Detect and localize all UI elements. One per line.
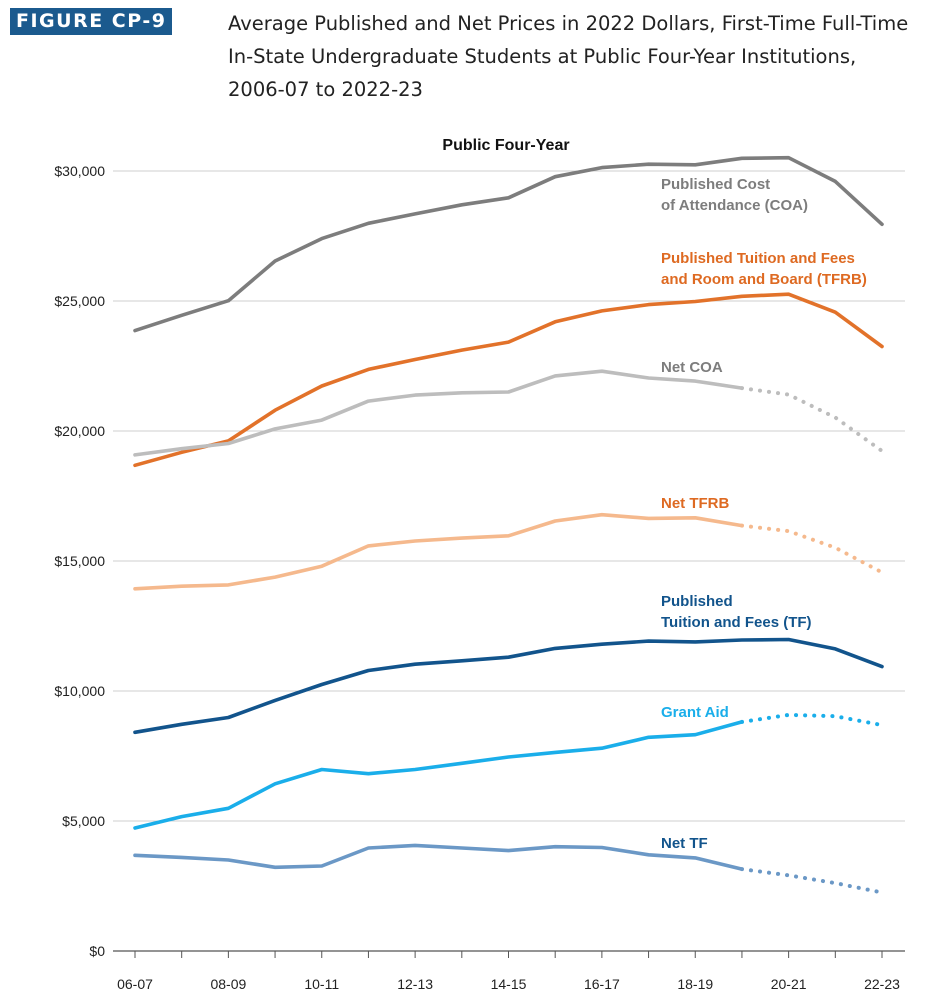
series-label-coa: of Attendance (COA) xyxy=(661,197,808,214)
x-tick-label: 20-21 xyxy=(771,976,807,992)
y-tick-label: $30,000 xyxy=(54,163,105,179)
x-tick-label: 06-07 xyxy=(117,976,153,992)
y-tick-label: $20,000 xyxy=(54,423,105,439)
series-line-tfrb xyxy=(133,292,884,468)
figure-label: FIGURE CP-9 xyxy=(10,8,173,35)
series-line-net_tf xyxy=(133,843,744,871)
y-tick-label: $10,000 xyxy=(54,683,105,699)
y-tick-label: $25,000 xyxy=(54,293,105,309)
series-lines xyxy=(133,155,884,895)
series-line-tf xyxy=(133,637,884,735)
y-tick-label: $15,000 xyxy=(54,553,105,569)
x-tick-label: 18-19 xyxy=(677,976,713,992)
series-line-net_tfrb xyxy=(133,512,744,591)
series-line-grant xyxy=(133,720,744,830)
series-line-net_coa xyxy=(133,369,744,457)
series-projection-grant xyxy=(739,712,884,728)
x-tick-label: 14-15 xyxy=(491,976,527,992)
series-label-net_coa: Net COA xyxy=(661,359,723,376)
series-label-tfrb: Published Tuition and Fees xyxy=(661,250,855,267)
series-projection-net_coa xyxy=(739,386,884,453)
chart-title: Public Four-Year xyxy=(442,137,569,154)
figure-title: Average Published and Net Prices in 2022… xyxy=(228,12,909,101)
figure-header: FIGURE CP-9 Average Published and Net Pr… xyxy=(0,0,936,110)
x-tick-label: 10-11 xyxy=(304,976,339,992)
series-projection-net_tf xyxy=(739,867,884,895)
x-tick-label: 08-09 xyxy=(210,976,246,992)
series-label-coa: Published Cost xyxy=(661,176,770,193)
x-tick-label: 16-17 xyxy=(584,976,620,992)
y-axis: $0 $5,000 $10,000 $15,000 $20,000 $25,000 $30,… xyxy=(54,163,105,959)
series-label-grant: Grant Aid xyxy=(661,704,729,721)
y-tick-label: $0 xyxy=(89,943,105,959)
x-tick-label: 12-13 xyxy=(397,976,433,992)
series-label-tf: Published xyxy=(661,593,733,610)
x-axis: 06-07 08-09 10-11 12-13 14-15 16-17 18-19 20-21… xyxy=(117,951,900,992)
series-line-coa xyxy=(133,155,884,333)
series-label-tfrb: and Room and Board (TFRB) xyxy=(661,271,867,288)
x-tick-label: 22-23 xyxy=(864,976,900,992)
y-tick-label: $5,000 xyxy=(62,813,105,829)
series-projection-net_tfrb xyxy=(739,523,884,575)
series-label-net_tfrb: Net TFRB xyxy=(661,495,729,512)
grid-lines xyxy=(113,170,905,952)
series-label-tf: Tuition and Fees (TF) xyxy=(661,614,812,631)
series-labels: Published Cost of Attendance (COA) Publish… xyxy=(661,176,867,852)
series-label-net_tf: Net TF xyxy=(661,835,708,852)
